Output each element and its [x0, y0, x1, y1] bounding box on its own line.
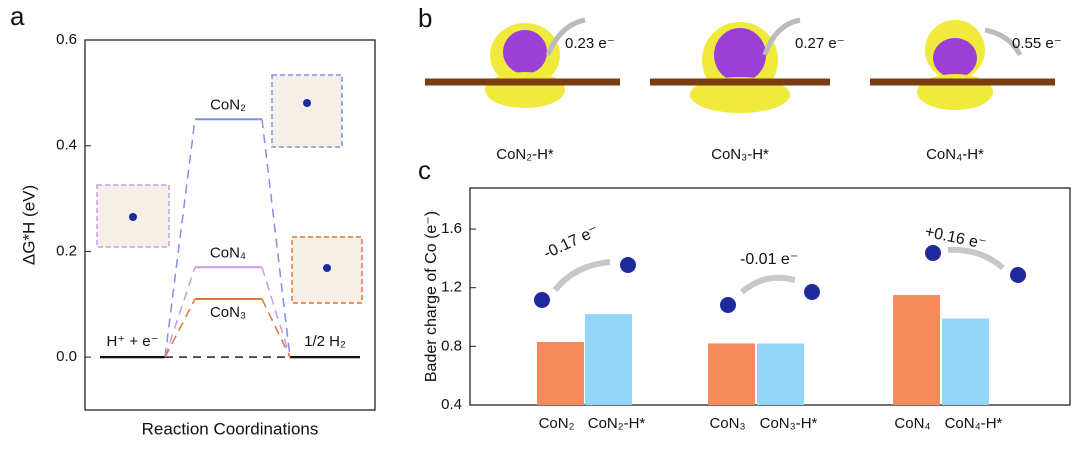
- plot-frame: [84, 39, 376, 411]
- y-tick-label: 1.2: [441, 279, 462, 296]
- series-label: CoN₄: [210, 244, 246, 261]
- x-tick-label: CoN₄: [894, 415, 930, 432]
- y-tick-label: 0.4: [441, 396, 462, 413]
- connector: [164, 267, 196, 358]
- panel-label: c: [418, 155, 431, 185]
- y-tick-label: 0.6: [56, 31, 77, 48]
- structure-label: CoN₄-H*: [926, 146, 984, 163]
- charge-annotation: -0.01 e⁻: [740, 251, 798, 268]
- connector: [164, 298, 196, 358]
- charge-arrow: [552, 246, 1005, 295]
- connector: [261, 298, 291, 358]
- panel-label: b: [418, 3, 432, 33]
- state-label: 1/2 H₂: [304, 333, 346, 350]
- connector: [261, 267, 291, 358]
- bar: [757, 343, 804, 405]
- x-axis-label: Reaction Coordinations: [142, 419, 319, 438]
- molecule: [534, 245, 1026, 313]
- y-tick-label: 0.2: [56, 242, 77, 259]
- x-tick-label: CoN₃-H*: [760, 415, 818, 432]
- structure-inset: [96, 74, 363, 304]
- bar: [708, 343, 755, 405]
- series-label: CoN₃: [210, 304, 246, 321]
- bar: [585, 314, 632, 405]
- bar: [942, 318, 989, 405]
- y-tick-label: 0.0: [56, 348, 77, 365]
- charge-label: 0.27 e⁻: [795, 35, 845, 52]
- structure-label: CoN₃-H*: [711, 146, 769, 163]
- x-tick-label: CoN₃: [709, 415, 745, 432]
- state-label: H⁺ + e⁻: [106, 333, 158, 350]
- series-label: CoN₂: [210, 96, 246, 113]
- connector: [164, 119, 196, 358]
- connector: [261, 119, 291, 358]
- bar: [893, 295, 940, 405]
- structure-label: CoN₂-H*: [496, 146, 554, 163]
- y-axis-label: Bader charge of Co (e⁻): [423, 211, 440, 382]
- charge-annotation: -0.17 e⁻: [541, 222, 601, 262]
- y-tick-label: 0.4: [56, 137, 77, 154]
- y-tick-label: 1.6: [441, 220, 462, 237]
- bar: [537, 341, 584, 405]
- panel-label: a: [10, 1, 25, 31]
- charge-label: 0.23 e⁻: [565, 35, 615, 52]
- x-tick-label: CoN₂: [539, 415, 575, 432]
- x-tick-label: CoN₄-H*: [945, 415, 1003, 432]
- charge-density: [425, 17, 1055, 113]
- charge-label: 0.55 e⁻: [1012, 35, 1062, 52]
- x-tick-label: CoN₂-H*: [588, 415, 646, 432]
- y-axis-label: ΔG*H (eV): [19, 185, 38, 265]
- y-tick-label: 0.8: [441, 337, 462, 354]
